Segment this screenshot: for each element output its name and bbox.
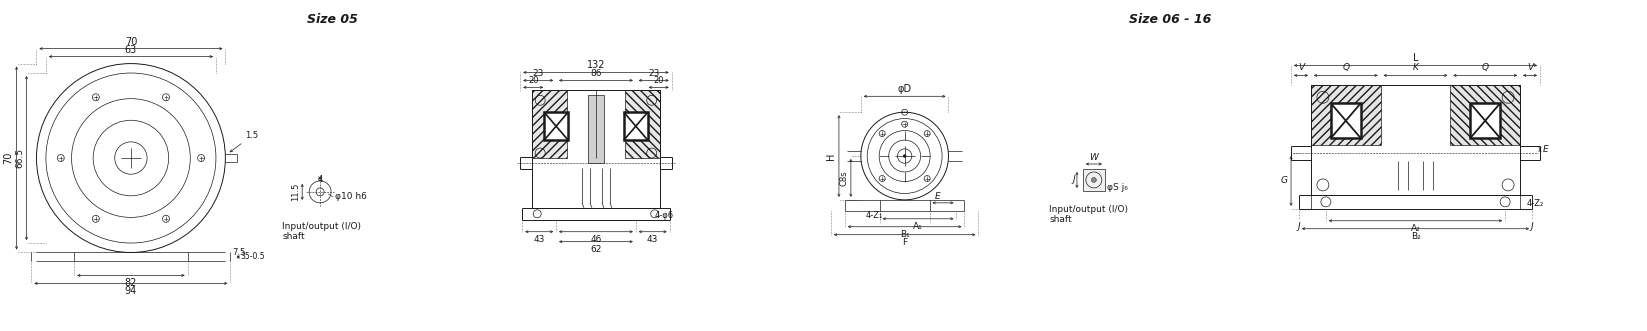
Bar bbox=[544, 112, 568, 140]
Text: 43: 43 bbox=[647, 235, 659, 244]
Bar bbox=[1084, 169, 1105, 191]
Text: 23: 23 bbox=[532, 70, 544, 78]
Text: φD: φD bbox=[898, 84, 912, 94]
Text: Size 06 - 16: Size 06 - 16 bbox=[1128, 13, 1211, 25]
Text: Size 05: Size 05 bbox=[306, 13, 357, 25]
Text: G: G bbox=[1281, 176, 1288, 185]
Text: Q: Q bbox=[1342, 64, 1349, 72]
Text: L: L bbox=[1413, 53, 1418, 64]
Text: 7.5: 7.5 bbox=[232, 248, 245, 257]
Text: H: H bbox=[825, 152, 837, 160]
Text: 4: 4 bbox=[318, 175, 323, 184]
Text: 62: 62 bbox=[590, 245, 601, 254]
Text: 4-φ6: 4-φ6 bbox=[656, 211, 674, 220]
Text: 46: 46 bbox=[590, 235, 601, 244]
Bar bbox=[624, 112, 647, 140]
Text: V: V bbox=[1527, 64, 1533, 72]
Text: J: J bbox=[1072, 175, 1075, 184]
Bar bbox=[588, 95, 604, 163]
Text: 132: 132 bbox=[586, 60, 604, 71]
Polygon shape bbox=[532, 90, 567, 158]
Text: F: F bbox=[903, 238, 907, 247]
Text: 70: 70 bbox=[125, 37, 137, 47]
Text: Input/output (I/O)
shaft: Input/output (I/O) shaft bbox=[282, 222, 361, 241]
Text: 23: 23 bbox=[647, 70, 659, 78]
Text: E: E bbox=[935, 192, 940, 201]
Text: 82: 82 bbox=[125, 278, 137, 288]
Text: Input/output (I/O)
shaft: Input/output (I/O) shaft bbox=[1049, 205, 1128, 224]
Bar bbox=[532, 90, 660, 208]
Text: A₁: A₁ bbox=[912, 222, 922, 231]
Text: 20: 20 bbox=[529, 76, 539, 85]
Text: B₁: B₁ bbox=[899, 230, 909, 239]
Bar bbox=[1311, 85, 1520, 195]
Circle shape bbox=[903, 155, 906, 158]
Text: E: E bbox=[1543, 145, 1548, 154]
Text: 1.5: 1.5 bbox=[245, 131, 259, 140]
Text: K: K bbox=[1413, 64, 1418, 72]
Text: 4-Z₁: 4-Z₁ bbox=[866, 211, 883, 220]
Text: C8s: C8s bbox=[840, 170, 848, 186]
Text: 66.5: 66.5 bbox=[15, 148, 25, 168]
Bar bbox=[1451, 85, 1520, 145]
Text: V: V bbox=[1298, 64, 1304, 72]
Text: 20: 20 bbox=[654, 76, 664, 85]
Bar bbox=[1311, 85, 1380, 145]
Polygon shape bbox=[624, 90, 660, 158]
Text: 94: 94 bbox=[125, 286, 137, 296]
Text: 4-Z₂: 4-Z₂ bbox=[1527, 199, 1545, 208]
Text: 63: 63 bbox=[125, 45, 137, 55]
Text: 86: 86 bbox=[590, 70, 601, 78]
Text: φS j₆: φS j₆ bbox=[1107, 183, 1128, 192]
Bar bbox=[1471, 103, 1500, 138]
Text: 35-0.5: 35-0.5 bbox=[240, 253, 265, 261]
Text: φ10 h6: φ10 h6 bbox=[334, 192, 367, 201]
Text: W: W bbox=[1089, 153, 1099, 162]
Text: A₂: A₂ bbox=[1410, 224, 1420, 233]
Text: J: J bbox=[1298, 222, 1301, 231]
Text: J: J bbox=[1530, 222, 1533, 231]
Circle shape bbox=[1092, 177, 1097, 182]
Text: B₂: B₂ bbox=[1410, 232, 1420, 241]
Text: 43: 43 bbox=[534, 235, 545, 244]
Text: 11.5: 11.5 bbox=[292, 183, 300, 201]
Text: Q: Q bbox=[1482, 64, 1489, 72]
Bar bbox=[1331, 103, 1360, 138]
Text: 70: 70 bbox=[3, 152, 13, 164]
